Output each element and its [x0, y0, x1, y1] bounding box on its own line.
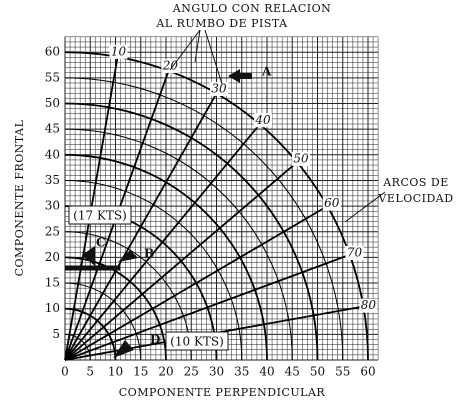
point-c: C [96, 236, 106, 250]
title-line-1: ANGULO CON RELACION [172, 2, 331, 15]
x-tick-label: 45 [285, 365, 300, 379]
angle-label-bg [109, 44, 128, 59]
radial-line [64, 161, 298, 361]
angle-label-bg [322, 196, 341, 211]
radial-line [64, 123, 261, 361]
y-tick-label: 30 [45, 199, 60, 213]
angle-label: 30 [211, 81, 227, 95]
arcs-leader-line [344, 191, 386, 223]
angle-label-bg [254, 113, 273, 128]
x-tick-label: 20 [158, 365, 173, 379]
annotation-17kts: (17 KTS) [73, 209, 127, 223]
angle-label: 60 [324, 196, 340, 210]
y-tick-label: 20 [45, 250, 60, 264]
point-d: D [150, 333, 160, 347]
x-tick-label: 0 [61, 365, 69, 379]
y-tick-label: 15 [45, 276, 60, 290]
angle-label: 70 [347, 245, 363, 259]
x-tick-label: 15 [133, 365, 148, 379]
angle-label: 80 [361, 298, 377, 312]
speed-arc [64, 77, 344, 361]
x-axis-label: COMPONENTE PERPENDICULAR [119, 386, 326, 399]
angle-label-bg [359, 298, 378, 313]
point-a: A [261, 65, 272, 79]
y-tick-label: 45 [45, 122, 60, 136]
angle-label-bg [210, 81, 229, 96]
y-tick-label: 5 [52, 327, 60, 341]
x-tick-label: 30 [209, 365, 224, 379]
arrow-d [113, 340, 134, 358]
title-leader-lines [169, 29, 223, 85]
angle-label-bg [161, 58, 180, 73]
angle-label-bg [345, 245, 364, 260]
speed-arc [64, 256, 167, 361]
polar-overlay [64, 44, 378, 361]
y-tick-label: 25 [45, 224, 60, 238]
y-tick-label: 10 [45, 301, 60, 315]
arrow-b [118, 250, 138, 262]
x-tick-label: 60 [360, 365, 375, 379]
y-tick-label: 60 [45, 45, 60, 59]
annotation-box [68, 205, 132, 225]
arrow-c [82, 246, 95, 266]
annotation-box [165, 331, 229, 351]
y-tick-label: 50 [45, 96, 60, 110]
speed-arc [64, 102, 319, 361]
arcs-label-line-2: VELOCIDAD [377, 192, 453, 205]
x-tick-label: 40 [259, 365, 274, 379]
radial-line [64, 253, 351, 361]
radial-line [64, 205, 328, 361]
x-tick-label: 35 [234, 365, 249, 379]
y-tick-label: 35 [45, 173, 60, 187]
annotation-10kts: (10 KTS) [170, 335, 224, 349]
radial-line [64, 92, 218, 361]
speed-arc [64, 128, 293, 361]
angle-label: 40 [254, 113, 271, 127]
y-tick-label: 55 [45, 70, 60, 84]
speed-arc [64, 282, 142, 361]
point-b: B [144, 247, 154, 261]
x-tick-label: 5 [86, 365, 94, 379]
x-tick-label: 25 [184, 365, 199, 379]
arcs-label-line-1: ARCOS DE [382, 176, 449, 189]
y-tick-label: 40 [45, 147, 60, 161]
angle-label-bg [291, 151, 310, 166]
speed-arc [64, 51, 369, 361]
x-tick-label: 50 [310, 365, 325, 379]
speed-arc [64, 179, 243, 361]
y-axis-label: COMPONENTE FRONTAL [13, 119, 26, 276]
arrow-a [228, 69, 252, 83]
title-line-2: AL RUMBO DE PISTA [155, 17, 288, 30]
angle-label: 10 [111, 44, 127, 58]
angle-label: 20 [162, 58, 179, 72]
x-tick-label: 55 [335, 365, 350, 379]
speed-arc [64, 153, 268, 361]
angle-label: 50 [293, 151, 309, 165]
x-tick-label: 10 [108, 365, 123, 379]
